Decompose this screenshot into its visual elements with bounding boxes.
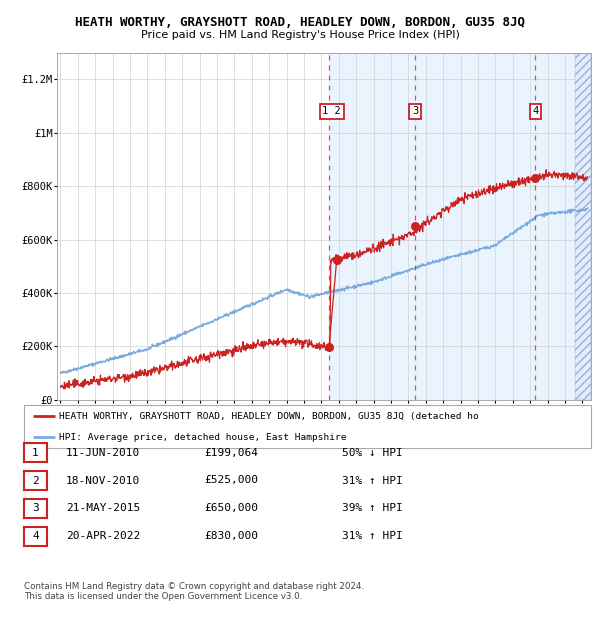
Polygon shape bbox=[575, 53, 591, 400]
Text: HEATH WORTHY, GRAYSHOTT ROAD, HEADLEY DOWN, BORDON, GU35 8JQ (detached ho: HEATH WORTHY, GRAYSHOTT ROAD, HEADLEY DO… bbox=[59, 412, 479, 420]
Text: 21-MAY-2015: 21-MAY-2015 bbox=[66, 503, 140, 513]
Text: 20-APR-2022: 20-APR-2022 bbox=[66, 531, 140, 541]
Text: 39% ↑ HPI: 39% ↑ HPI bbox=[342, 503, 403, 513]
Text: Price paid vs. HM Land Registry's House Price Index (HPI): Price paid vs. HM Land Registry's House … bbox=[140, 30, 460, 40]
Text: 2: 2 bbox=[32, 476, 39, 485]
Text: HPI: Average price, detached house, East Hampshire: HPI: Average price, detached house, East… bbox=[59, 433, 347, 441]
Text: 3: 3 bbox=[32, 503, 39, 513]
Text: 18-NOV-2010: 18-NOV-2010 bbox=[66, 476, 140, 485]
Text: £650,000: £650,000 bbox=[204, 503, 258, 513]
Text: 4: 4 bbox=[532, 107, 538, 117]
Text: Contains HM Land Registry data © Crown copyright and database right 2024.
This d: Contains HM Land Registry data © Crown c… bbox=[24, 582, 364, 601]
Text: 4: 4 bbox=[32, 531, 39, 541]
Text: HEATH WORTHY, GRAYSHOTT ROAD, HEADLEY DOWN, BORDON, GU35 8JQ: HEATH WORTHY, GRAYSHOTT ROAD, HEADLEY DO… bbox=[75, 16, 525, 29]
Text: £525,000: £525,000 bbox=[204, 476, 258, 485]
Bar bbox=[329, 53, 591, 400]
Text: 1 2: 1 2 bbox=[322, 107, 341, 117]
Text: 11-JUN-2010: 11-JUN-2010 bbox=[66, 448, 140, 458]
Text: 50% ↓ HPI: 50% ↓ HPI bbox=[342, 448, 403, 458]
Text: £830,000: £830,000 bbox=[204, 531, 258, 541]
Text: 1: 1 bbox=[32, 448, 39, 458]
Text: 31% ↑ HPI: 31% ↑ HPI bbox=[342, 531, 403, 541]
Text: 31% ↑ HPI: 31% ↑ HPI bbox=[342, 476, 403, 485]
Text: 3: 3 bbox=[412, 107, 418, 117]
Text: £199,064: £199,064 bbox=[204, 448, 258, 458]
